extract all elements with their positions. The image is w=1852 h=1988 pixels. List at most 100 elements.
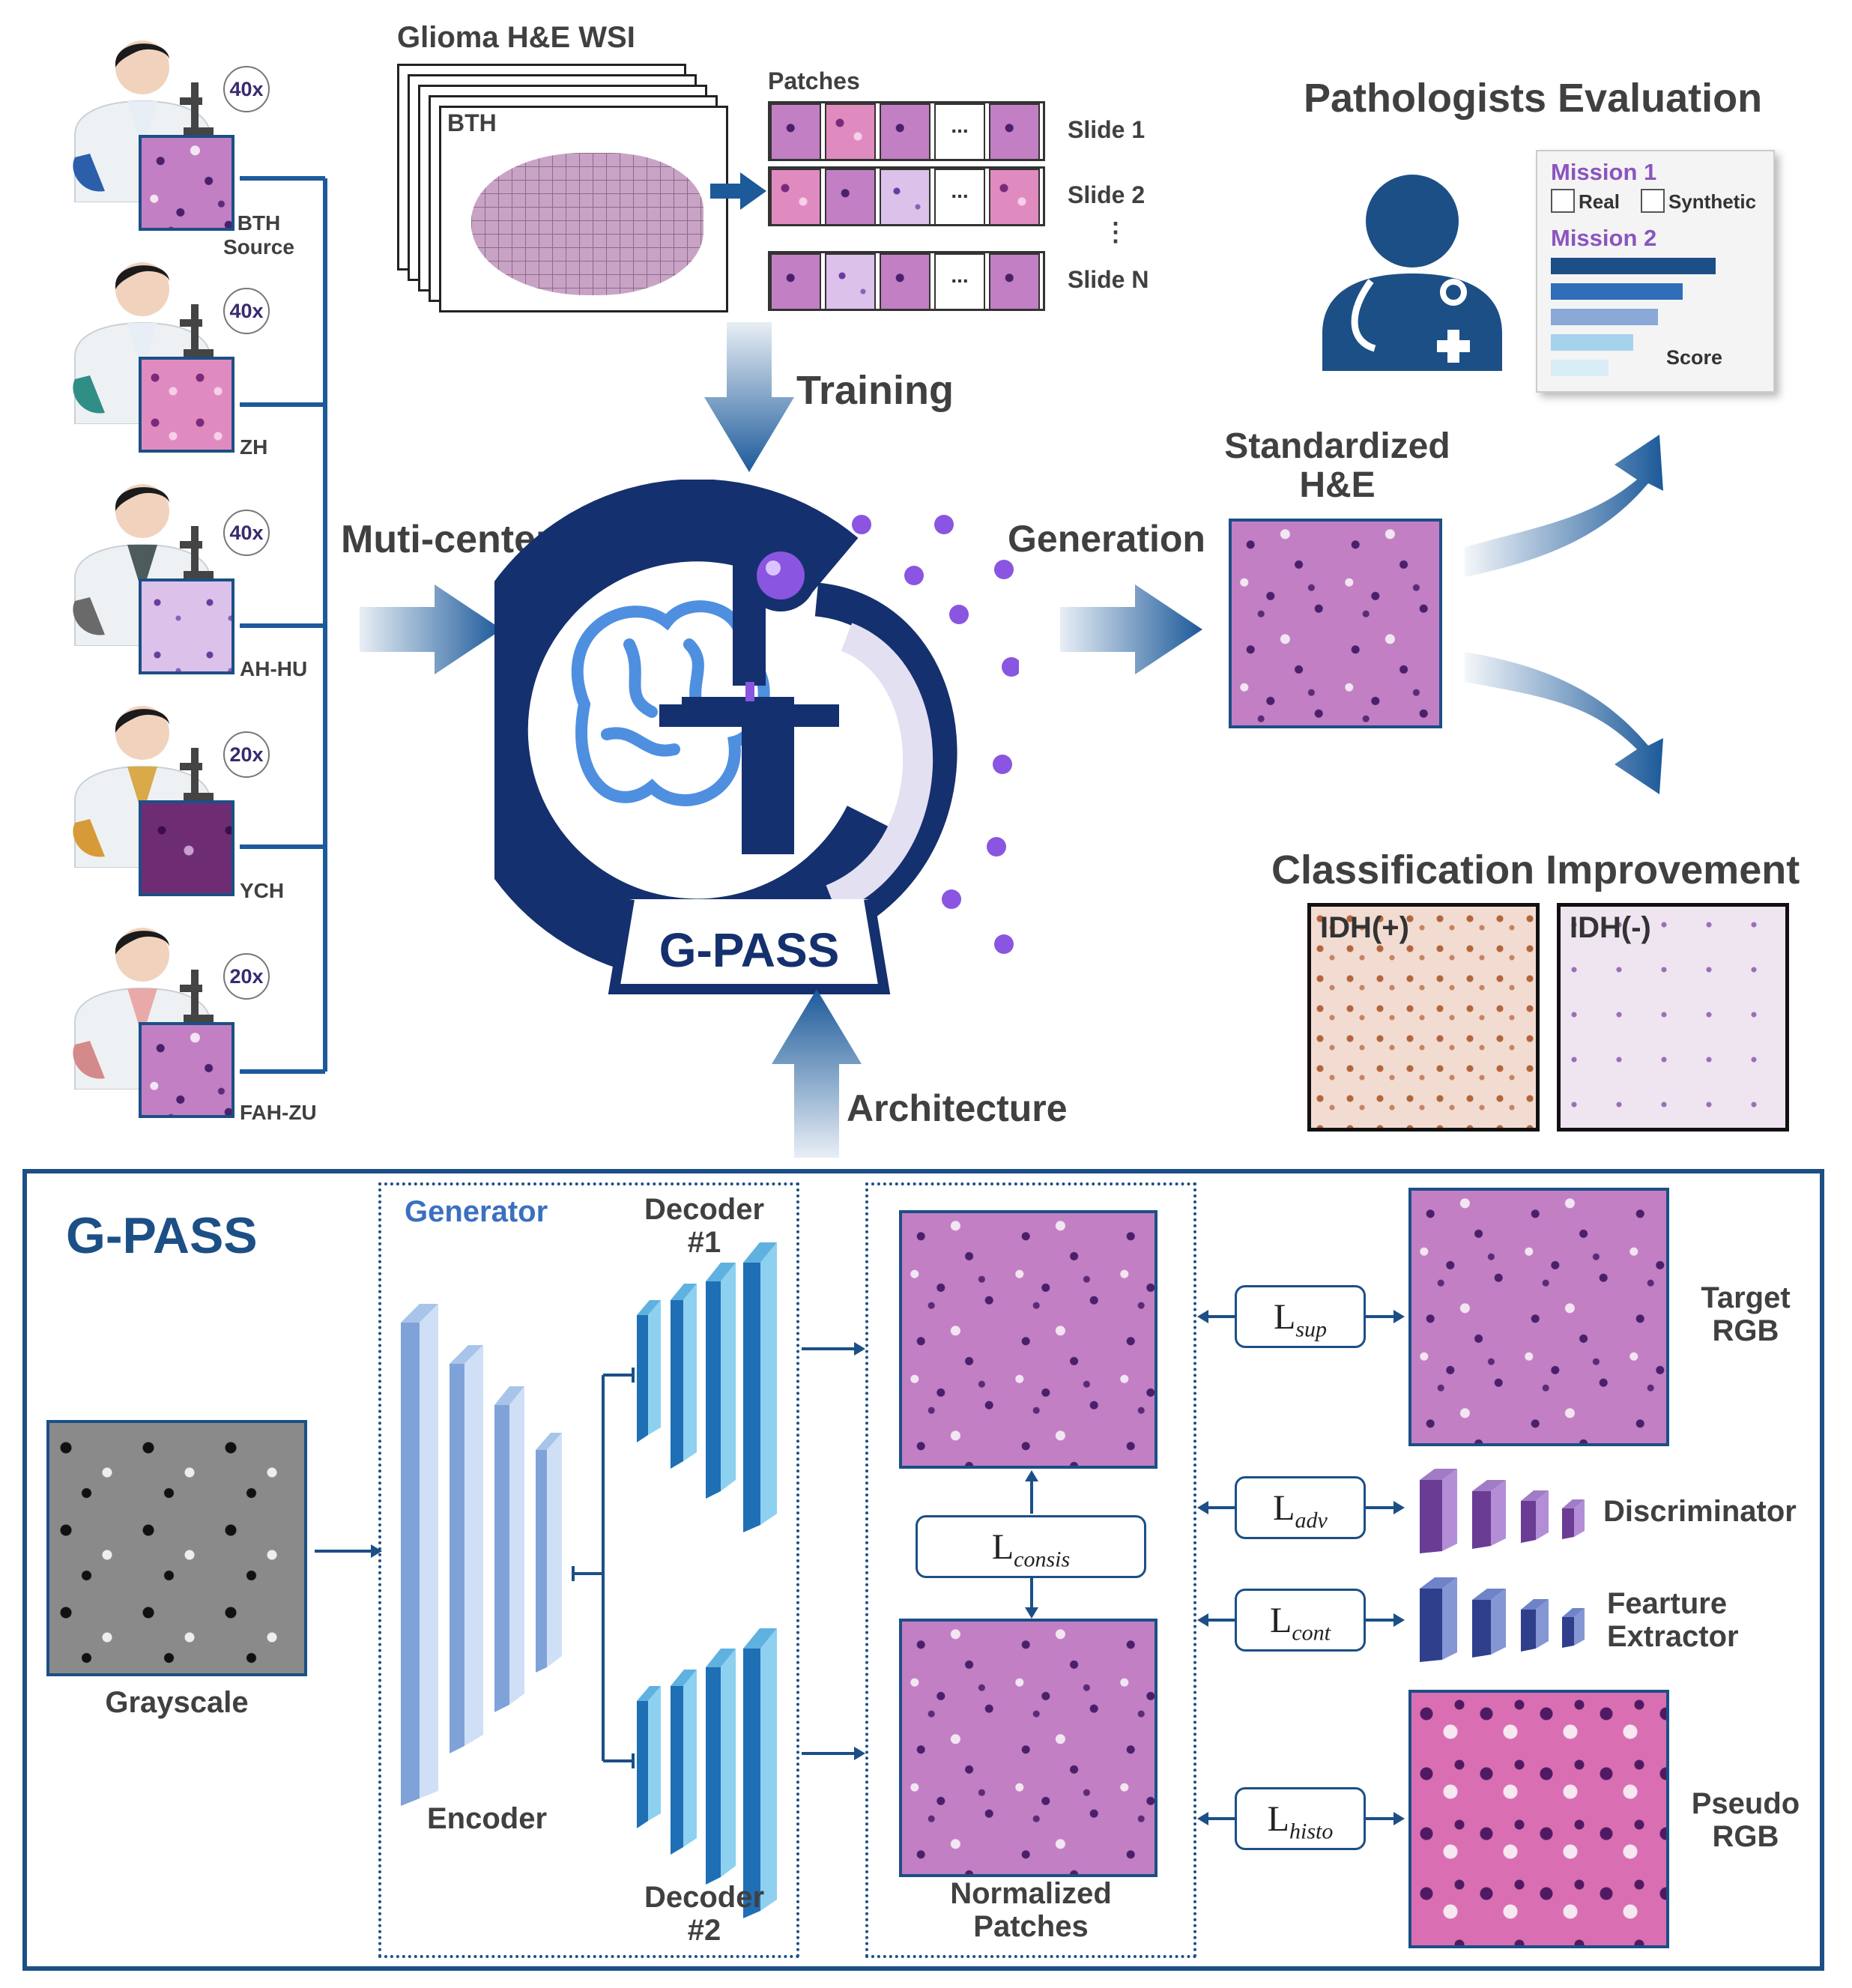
brain-icon	[571, 600, 770, 806]
synthetic-checkbox[interactable]	[1641, 189, 1665, 213]
normalized-patch-2	[899, 1619, 1158, 1877]
decoder2-label: Decoder #2	[644, 1881, 765, 1947]
feature-extractor-label: Fearture Extractor	[1607, 1587, 1739, 1653]
patch-image	[880, 103, 930, 160]
loss-cont-arrows	[1197, 1613, 1405, 1627]
patch-image	[880, 169, 930, 226]
center-label: ZH	[240, 435, 268, 459]
loss-adv-subscript: adv	[1295, 1508, 1328, 1533]
magnification-badge: 40x	[223, 66, 270, 112]
architecture-label: Architecture	[847, 1087, 1068, 1129]
wsi-to-patches-arrow	[710, 172, 766, 210]
pathologist-icon	[1322, 175, 1502, 371]
magnification-badge: 40x	[223, 510, 270, 556]
loss-consis-box: Lconsis	[916, 1515, 1146, 1578]
loss-consis-symbol: L	[991, 1527, 1014, 1567]
synthetic-label: Synthetic	[1668, 190, 1757, 213]
patch-image	[989, 253, 1040, 310]
idh-negative-label: IDH(-)	[1570, 911, 1651, 944]
score-bar	[1551, 283, 1683, 300]
loss-histo-arrows	[1197, 1812, 1405, 1825]
patch-row: ...	[768, 251, 1045, 311]
patch-image	[825, 169, 876, 226]
encoder-blocks	[401, 1304, 562, 1806]
loss-sup-arrows	[1197, 1310, 1405, 1323]
multicenter-label: Muti-center	[341, 518, 551, 561]
pseudo-label: Pseudo RGB	[1691, 1787, 1800, 1853]
multicenter-arrow	[360, 584, 502, 674]
loss-adv-arrows	[1197, 1501, 1405, 1514]
magnification-badge: 20x	[223, 953, 270, 1000]
loss-cont-subscript: cont	[1292, 1620, 1331, 1646]
idh-positive-image: IDH(+)	[1307, 903, 1540, 1132]
center-label: AH-HU	[240, 657, 308, 680]
patches-label: Patches	[768, 67, 860, 94]
grayscale-to-encoder-arrow	[315, 1544, 382, 1558]
loss-histo-symbol: L	[1267, 1799, 1289, 1839]
center-sample-image	[139, 800, 234, 896]
center-label: BTH Source	[223, 211, 294, 259]
score-label: Score	[1666, 346, 1723, 369]
score-bar	[1551, 360, 1609, 376]
patch-ellipsis: ...	[934, 169, 985, 226]
architecture-title: G-PASS	[66, 1207, 258, 1264]
patch-image	[989, 169, 1040, 226]
patch-image	[825, 253, 876, 310]
decoder1-blocks	[637, 1242, 777, 1532]
pseudo-rgb-image	[1408, 1690, 1669, 1948]
mission1-label: Mission 1	[1551, 159, 1657, 185]
centers-bracket	[240, 176, 327, 1074]
loss-cont-symbol: L	[1270, 1601, 1292, 1640]
wsi-front: BTH	[439, 106, 728, 312]
decorative-dots	[852, 515, 1019, 954]
score-bar	[1551, 334, 1633, 351]
center-sample-image	[139, 578, 234, 674]
center-sample-image	[139, 1022, 234, 1118]
patch-ellipsis: ...	[934, 103, 985, 160]
classification-title: Classification Improvement	[1271, 848, 1800, 892]
center-label: YCH	[240, 879, 285, 902]
generation-label: Generation	[1008, 518, 1205, 560]
slides-vdots: ⋮	[1103, 218, 1128, 247]
generation-arrow	[1060, 584, 1202, 674]
idh-positive-label: IDH(+)	[1320, 911, 1409, 944]
slide-label: Slide N	[1068, 266, 1149, 293]
encoder-label: Encoder	[426, 1802, 548, 1835]
decoder2-blocks	[637, 1628, 777, 1918]
real-checkbox[interactable]	[1551, 189, 1575, 213]
generator-network	[401, 1242, 777, 1918]
wsi-label: BTH	[447, 109, 497, 136]
gpass-logo: G-PASS	[494, 480, 1019, 994]
training-label: Training	[796, 368, 954, 413]
slide-label: Slide 1	[1068, 116, 1146, 143]
normalized-patch-1	[899, 1210, 1158, 1469]
idh-negative-image: IDH(-)	[1557, 903, 1789, 1132]
loss-consis-subscript: consis	[1014, 1547, 1071, 1572]
magnification-badge: 40x	[223, 288, 270, 334]
loss-sup-symbol: L	[1273, 1297, 1296, 1337]
patch-image	[989, 103, 1040, 160]
decoder1-label: Decoder #1	[644, 1193, 765, 1259]
feature-extractor-icon	[1420, 1577, 1585, 1662]
microscope-icon	[659, 498, 957, 946]
center-sample-image	[139, 135, 234, 231]
mission2-label: Mission 2	[1551, 225, 1657, 251]
grayscale-image	[46, 1420, 307, 1676]
patch-image	[770, 103, 821, 160]
center-label: FAH-ZU	[240, 1101, 317, 1124]
real-label: Real	[1579, 190, 1620, 213]
decoder2-output-arrow	[802, 1747, 865, 1760]
architecture-panel	[22, 1169, 1824, 1971]
loss-adv-symbol: L	[1273, 1488, 1295, 1528]
standardized-label: Standardized H&E	[1224, 426, 1450, 505]
patch-image	[825, 103, 876, 160]
wsi-stack: BTH	[397, 64, 728, 312]
target-rgb-image	[1408, 1188, 1669, 1446]
discriminator-icon	[1420, 1469, 1585, 1553]
gpass-logo-text: G-PASS	[659, 923, 840, 977]
evaluation-sheet: Mission 1 Real Synthetic Mission 2 Score	[1536, 150, 1775, 393]
patch-row: ...	[768, 101, 1045, 161]
normalized-label: Normalized Patches	[950, 1877, 1112, 1943]
patch-row: ...	[768, 166, 1045, 226]
center-sample-image	[139, 357, 234, 453]
